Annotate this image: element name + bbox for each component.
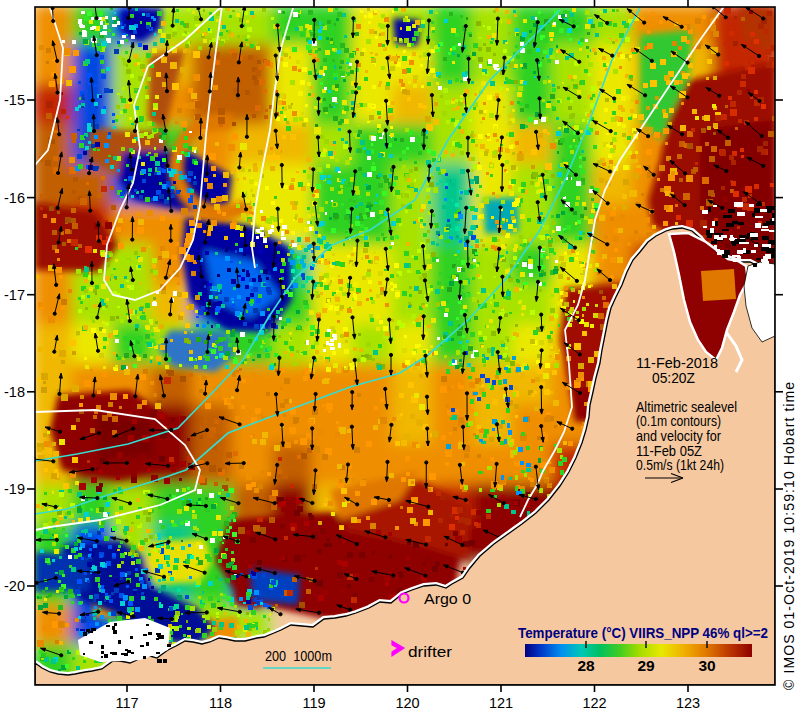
svg-text:117: 117 [115,695,138,710]
svg-text:30: 30 [698,657,715,674]
svg-text:122: 122 [582,695,606,710]
svg-text:-20: -20 [4,578,25,594]
svg-text:05:20Z: 05:20Z [652,370,695,386]
svg-text:-17: -17 [4,287,25,303]
svg-text:119: 119 [302,695,325,710]
svg-text:Temperature (°C) VIIRS_NPP 46%: Temperature (°C) VIIRS_NPP 46% ql>=2 [518,624,768,641]
svg-text:28: 28 [577,657,595,674]
svg-text:and velocity for: and velocity for [636,428,721,444]
svg-text:0.5m/s (1kt 24h): 0.5m/s (1kt 24h) [636,457,724,473]
svg-text:-15: -15 [4,92,25,108]
svg-text:-16: -16 [4,190,25,206]
svg-text:123: 123 [676,695,700,710]
svg-text:Argo 0: Argo 0 [424,591,471,607]
svg-text:120: 120 [395,695,419,710]
svg-text:118: 118 [209,695,232,710]
svg-text:200 1000m: 200 1000m [265,648,332,664]
svg-text:-19: -19 [4,481,25,497]
svg-text:(0.1m contours): (0.1m contours) [636,413,721,429]
svg-text:drifter: drifter [408,644,452,660]
svg-text:11-Feb-2018: 11-Feb-2018 [636,355,718,371]
svg-text:-18: -18 [4,384,25,400]
svg-text:© IMOS 01-Oct-2019 10:59:10 Ho: © IMOS 01-Oct-2019 10:59:10 Hobart time [781,381,797,690]
svg-text:121: 121 [489,695,513,710]
svg-text:29: 29 [637,657,655,674]
